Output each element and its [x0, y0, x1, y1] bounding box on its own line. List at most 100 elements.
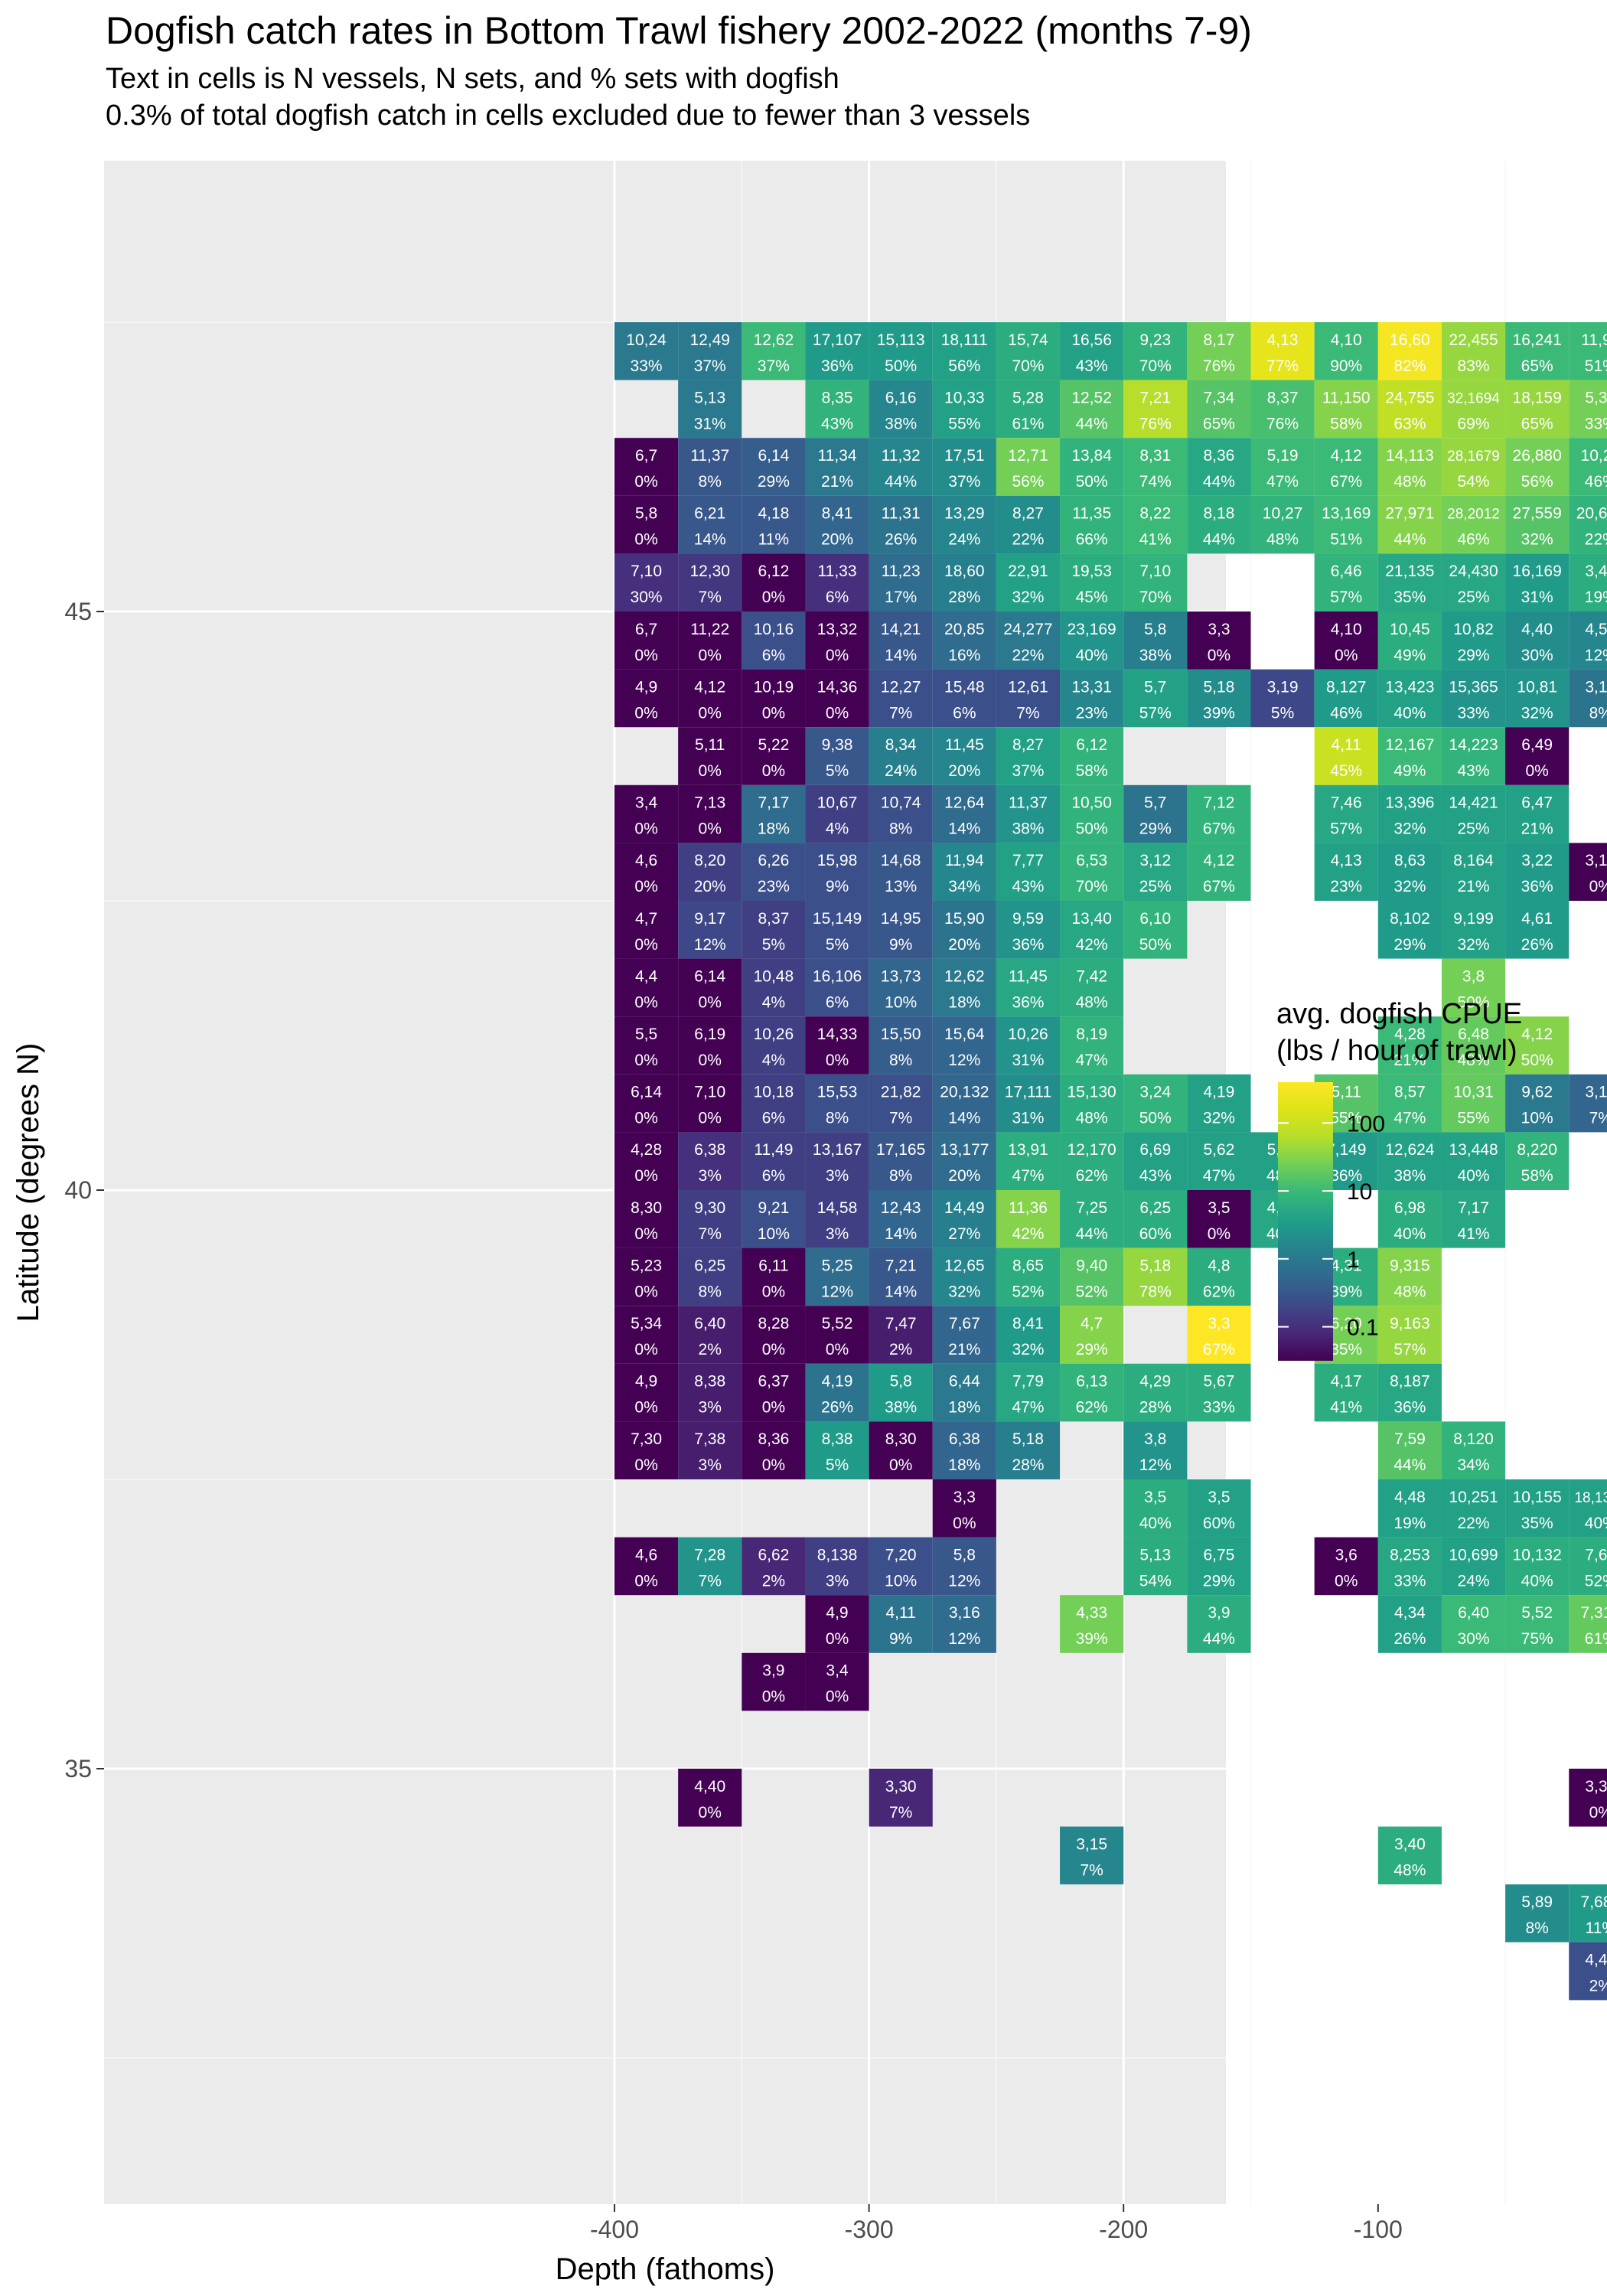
cell-label-percent: 5% [826, 762, 849, 780]
cell-label-counts: 8,102 [1390, 910, 1430, 928]
cell-label-counts: 4,10 [1331, 331, 1362, 349]
heatmap-cell [1123, 1247, 1188, 1306]
heatmap-cell [1569, 495, 1607, 554]
cell-label-percent: 25% [1139, 878, 1172, 895]
heatmap-cell [1060, 669, 1124, 728]
heatmap-cell [805, 1132, 869, 1190]
heatmap-cell [614, 1074, 679, 1133]
heatmap-cell [678, 1769, 742, 1827]
cell-label-counts: 12,64 [944, 794, 985, 812]
cell-label-percent: 20% [948, 936, 980, 954]
cell-label-counts: 8,164 [1453, 852, 1494, 869]
y-tick-label: 40 [64, 1176, 92, 1204]
cell-label-counts: 32,1694 [1447, 390, 1500, 406]
heatmap-cell [614, 784, 679, 843]
cell-label-percent: 27% [948, 1225, 980, 1243]
cell-label-counts: 10,26 [1008, 1026, 1048, 1043]
cell-label-percent: 0% [699, 993, 722, 1011]
heatmap-cell [869, 1016, 933, 1075]
cell-label-counts: 8,63 [1394, 852, 1426, 869]
cell-label-counts: 5,7 [1144, 794, 1166, 812]
cell-label-percent: 26% [885, 531, 917, 549]
heatmap-cell [1377, 727, 1442, 785]
cell-label-counts: 15,74 [1008, 331, 1048, 349]
cell-label-percent: 36% [1012, 993, 1044, 1011]
cell-label-counts: 6,46 [1331, 563, 1362, 580]
heatmap-cell [614, 1537, 679, 1596]
cell-label-percent: 0% [634, 531, 657, 549]
cell-label-counts: 5,67 [1203, 1373, 1234, 1391]
cell-label-counts: 6,69 [1139, 1141, 1171, 1159]
x-tick-label: -400 [590, 2216, 639, 2243]
heatmap-cell [1377, 1306, 1442, 1364]
cell-label-counts: 3,8 [1144, 1430, 1166, 1448]
heatmap-cell [678, 1306, 742, 1364]
cell-label-counts: 4,40 [1521, 621, 1553, 638]
cell-label-percent: 11% [1586, 1919, 1607, 1937]
cell-label-percent: 3% [699, 1456, 722, 1474]
cell-label-counts: 8,17 [1203, 331, 1234, 349]
heatmap-cell [742, 669, 806, 728]
heatmap-cell [1314, 612, 1378, 670]
cell-label-percent: 43% [1139, 1167, 1172, 1185]
cell-label-counts: 5,30 [1585, 389, 1607, 406]
cell-label-counts: 10,74 [881, 794, 921, 812]
cell-label-counts: 8,57 [1394, 1084, 1426, 1101]
legend-tick-label: 1 [1347, 1247, 1360, 1273]
heatmap-cell [869, 1595, 933, 1653]
cell-label-counts: 12,27 [881, 678, 921, 696]
heatmap-cell [1505, 727, 1570, 785]
cell-label-percent: 74% [1139, 473, 1172, 491]
heatmap-cell [932, 958, 996, 1017]
heatmap-cell [1123, 1479, 1188, 1538]
cell-label-percent: 6% [826, 589, 849, 606]
cell-label-percent: 0% [634, 1572, 657, 1590]
cell-label-percent: 40% [1139, 1515, 1172, 1532]
cell-label-counts: 14,36 [817, 678, 858, 696]
cell-label-counts: 3,5 [1208, 1489, 1230, 1506]
heatmap-cell [1123, 322, 1188, 380]
cell-label-percent: 0% [634, 1167, 657, 1185]
cell-label-counts: 8,36 [1203, 447, 1234, 465]
cell-label-percent: 76% [1203, 357, 1235, 375]
cell-label-counts: 24,430 [1449, 563, 1498, 580]
cell-label-counts: 3,6 [1335, 1546, 1358, 1564]
heatmap-cell [869, 1769, 933, 1827]
cell-label-percent: 21% [1458, 878, 1490, 895]
cell-label-counts: 10,155 [1513, 1489, 1562, 1506]
cell-label-counts: 5,8 [890, 1373, 912, 1391]
cell-label-counts: 15,53 [817, 1084, 858, 1101]
cell-label-counts: 8,220 [1517, 1141, 1557, 1159]
cell-label-percent: 32% [1393, 878, 1426, 895]
cell-label-counts: 27,971 [1385, 505, 1434, 523]
heatmap-cell [996, 1363, 1061, 1422]
cell-label-counts: 17,107 [813, 331, 862, 349]
heatmap-cell [805, 1306, 869, 1364]
heatmap-cell [678, 1190, 742, 1248]
heatmap-cell [1505, 1132, 1570, 1190]
cell-label-counts: 15,90 [944, 910, 985, 928]
cell-label-counts: 12,624 [1385, 1141, 1435, 1159]
heatmap-cell [1060, 958, 1124, 1017]
cell-label-percent: 50% [1521, 1052, 1553, 1069]
heatmap-cell [1441, 1479, 1506, 1538]
heatmap-cell [1569, 1942, 1607, 2001]
heatmap-cell [742, 1363, 806, 1422]
cell-label-counts: 5,23 [631, 1257, 662, 1274]
cell-label-percent: 4% [762, 993, 785, 1011]
heatmap-cell [742, 901, 806, 959]
cell-label-percent: 48% [1393, 1283, 1426, 1300]
cell-label-percent: 29% [1203, 1572, 1235, 1590]
heatmap-cell [932, 1595, 996, 1653]
cell-label-counts: 7,314 [1581, 1604, 1607, 1622]
cell-label-counts: 10,132 [1513, 1546, 1562, 1564]
cell-label-counts: 6,13 [1076, 1373, 1107, 1391]
cell-label-percent: 67% [1330, 473, 1362, 491]
cell-label-percent: 24% [948, 531, 980, 549]
heatmap-cells: 10,2433%12,4937%12,6237%17,10736%15,1135… [614, 322, 1607, 2001]
cell-label-percent: 40% [1393, 1225, 1426, 1243]
cell-label-counts: 27,559 [1513, 505, 1562, 523]
heatmap-cell [869, 1190, 933, 1248]
cell-label-percent: 0% [1589, 878, 1607, 895]
cell-label-counts: 7,20 [885, 1546, 917, 1564]
